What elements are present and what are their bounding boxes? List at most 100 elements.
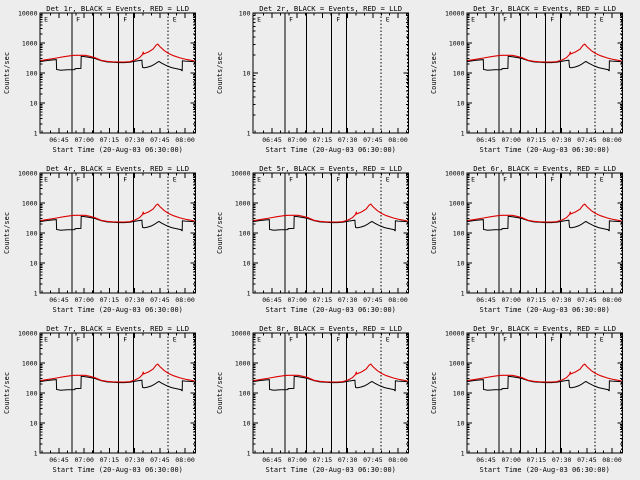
flag-letter-F: F bbox=[337, 16, 341, 24]
x-tick-label: 07:30 bbox=[552, 136, 572, 144]
flag-letter-E: E bbox=[471, 176, 475, 184]
flag-letter-F: F bbox=[123, 16, 127, 24]
lld-series bbox=[466, 43, 622, 63]
flag-letter-E: E bbox=[44, 16, 48, 24]
panel-det-6r: Det 6r, BLACK = Events, RED = LLD E F F E 1 10… bbox=[427, 160, 640, 320]
x-tick-label: 07:45 bbox=[363, 296, 383, 304]
x-tick-label: 07:15 bbox=[313, 136, 333, 144]
panel-det-2r: Det 2r, BLACK = Events, RED = LLD E F F E 1 10… bbox=[213, 0, 426, 160]
x-tick-label: 07:30 bbox=[552, 296, 572, 304]
x-tick-label: 07:45 bbox=[150, 296, 170, 304]
plot-box bbox=[39, 12, 196, 134]
y-tick-label: 100 bbox=[239, 229, 251, 237]
plot-title: Det 2r, BLACK = Events, RED = LLD bbox=[260, 4, 403, 13]
y-tick-label: 100 bbox=[26, 389, 38, 397]
panel-det-3r: Det 3r, BLACK = Events, RED = LLD E F F E 1 10… bbox=[427, 0, 640, 160]
x-tick-label: 07:15 bbox=[313, 456, 333, 464]
det-2r-plot: Det 2r, BLACK = Events, RED = LLD E F F E 1 10… bbox=[216, 4, 410, 154]
plot-box bbox=[466, 172, 623, 294]
y-tick-label: 100 bbox=[239, 9, 251, 17]
det-1r-plot: Det 1r, BLACK = Events, RED = LLD E F F E 1 10… bbox=[3, 4, 196, 154]
x-tick-label: 07:15 bbox=[313, 296, 333, 304]
plot-box bbox=[466, 12, 623, 134]
x-tick-label: 08:00 bbox=[602, 296, 622, 304]
y-axis-label: Counts/sec bbox=[3, 372, 11, 414]
y-axis-label: Counts/sec bbox=[430, 52, 438, 94]
y-tick-label: 1 bbox=[34, 449, 38, 457]
x-tick-label: 08:00 bbox=[175, 456, 195, 464]
panel-det-4r: Det 4r, BLACK = Events, RED = LLD E F F E 1 10… bbox=[0, 160, 213, 320]
x-tick-label: 06:45 bbox=[476, 456, 496, 464]
flag-letter-E: E bbox=[258, 336, 262, 344]
y-tick-label: 10 bbox=[456, 259, 464, 267]
y-tick-label: 1 bbox=[460, 449, 464, 457]
y-tick-label: 1 bbox=[460, 129, 464, 137]
events-series bbox=[39, 215, 195, 232]
flag-letter-F: F bbox=[503, 336, 507, 344]
x-tick-label: 06:45 bbox=[263, 456, 283, 464]
flag-letter-E: E bbox=[471, 16, 475, 24]
plot-box bbox=[252, 332, 410, 454]
y-tick-label: 10000 bbox=[445, 9, 465, 17]
events-series bbox=[39, 375, 195, 392]
y-tick-label: 100 bbox=[452, 69, 464, 77]
flag-letter-F: F bbox=[76, 336, 80, 344]
flag-letter-E: E bbox=[258, 16, 262, 24]
lld-series bbox=[39, 43, 195, 63]
y-tick-label: 1 bbox=[247, 289, 251, 297]
x-axis-label: Start Time (20-Aug-03 06:30:00) bbox=[53, 146, 183, 154]
x-tick-label: 07:00 bbox=[288, 136, 308, 144]
events-series bbox=[39, 55, 195, 72]
plot-box bbox=[39, 172, 196, 294]
plot-box bbox=[252, 12, 410, 134]
y-tick-label: 10000 bbox=[231, 329, 251, 337]
plot-title: Det 4r, BLACK = Events, RED = LLD bbox=[46, 164, 189, 173]
x-tick-label: 07:00 bbox=[501, 296, 521, 304]
x-tick-label: 08:00 bbox=[389, 136, 409, 144]
y-tick-label: 1 bbox=[247, 449, 251, 457]
y-tick-label: 10000 bbox=[231, 169, 251, 177]
y-tick-label: 1000 bbox=[22, 359, 38, 367]
lld-series bbox=[466, 363, 622, 383]
y-tick-label: 1 bbox=[247, 129, 251, 137]
lld-series bbox=[253, 363, 409, 383]
y-axis-label: Counts/sec bbox=[216, 212, 224, 254]
events-series bbox=[466, 375, 622, 392]
flag-letter-E: E bbox=[173, 16, 177, 24]
x-tick-label: 07:00 bbox=[501, 136, 521, 144]
flag-letter-F: F bbox=[123, 336, 127, 344]
flag-letter-E: E bbox=[173, 336, 177, 344]
y-tick-label: 1 bbox=[460, 289, 464, 297]
y-tick-label: 100 bbox=[26, 229, 38, 237]
y-tick-label: 10 bbox=[456, 99, 464, 107]
x-tick-label: 08:00 bbox=[389, 296, 409, 304]
x-tick-label: 07:45 bbox=[363, 136, 383, 144]
plot-box bbox=[252, 172, 410, 294]
y-tick-label: 1000 bbox=[22, 39, 38, 47]
flag-letter-F: F bbox=[337, 336, 341, 344]
det-5r-plot: Det 5r, BLACK = Events, RED = LLD E F F E 1 10… bbox=[216, 164, 410, 314]
x-axis-label: Start Time (20-Aug-03 06:30:00) bbox=[479, 466, 609, 474]
plot-title: Det 5r, BLACK = Events, RED = LLD bbox=[260, 164, 403, 173]
flag-letter-F: F bbox=[550, 16, 554, 24]
flag-letter-F: F bbox=[503, 16, 507, 24]
y-tick-label: 10000 bbox=[445, 169, 465, 177]
flag-letter-F: F bbox=[550, 336, 554, 344]
x-tick-label: 08:00 bbox=[175, 136, 195, 144]
x-tick-label: 07:30 bbox=[338, 296, 358, 304]
y-tick-label: 100 bbox=[452, 229, 464, 237]
y-tick-label: 1000 bbox=[449, 199, 465, 207]
flag-letter-E: E bbox=[258, 176, 262, 184]
panel-det-1r: Det 1r, BLACK = Events, RED = LLD E F F E 1 10… bbox=[0, 0, 213, 160]
x-tick-label: 06:45 bbox=[476, 296, 496, 304]
x-tick-label: 06:45 bbox=[49, 296, 69, 304]
x-tick-label: 07:15 bbox=[526, 456, 546, 464]
flag-letter-F: F bbox=[76, 176, 80, 184]
y-tick-label: 1000 bbox=[235, 359, 251, 367]
x-axis-label: Start Time (20-Aug-03 06:30:00) bbox=[266, 146, 396, 154]
plot-box bbox=[39, 332, 196, 454]
flag-letter-F: F bbox=[289, 176, 293, 184]
det-7r-plot: Det 7r, BLACK = Events, RED = LLD E F F E 1 10… bbox=[3, 324, 196, 474]
flag-letter-E: E bbox=[386, 176, 390, 184]
y-tick-label: 1000 bbox=[22, 199, 38, 207]
